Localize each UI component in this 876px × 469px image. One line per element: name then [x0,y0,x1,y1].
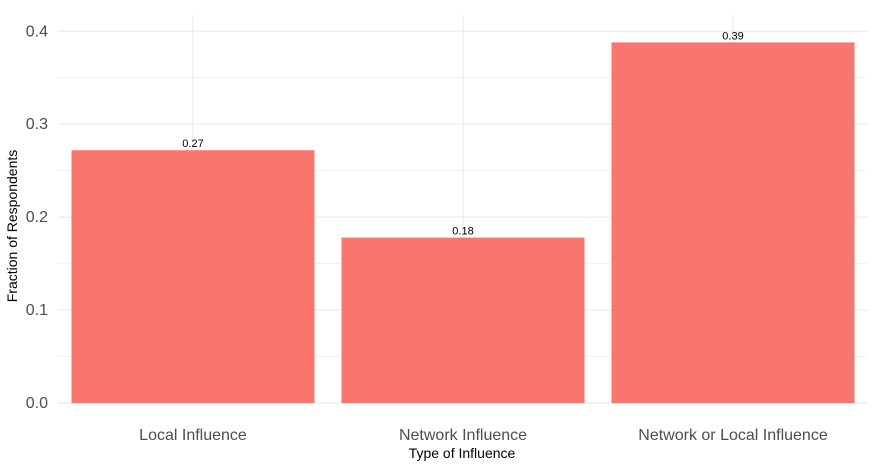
bar [341,237,585,403]
x-tick-label: Network or Local Influence [638,427,828,444]
x-axis-ticks: Local Influence Network Influence Network … [139,427,828,444]
bar [71,150,315,403]
y-tick-label: 0.4 [26,23,48,40]
y-axis-title: Fraction of Respondents [4,150,20,303]
y-tick-label: 0.0 [26,395,48,412]
y-tick-label: 0.3 [26,116,48,133]
bar [611,42,855,404]
data-labels: 0.27 0.18 0.39 [182,30,743,237]
x-tick-label: Network Influence [399,427,527,444]
x-tick-label: Local Influence [139,427,247,444]
bars [71,42,855,404]
y-axis-ticks: 0.0 0.1 0.2 0.3 0.4 [26,23,48,412]
x-axis-title: Type of Influence [409,445,516,461]
bar-value-label: 0.27 [182,138,203,150]
bar-value-label: 0.39 [722,30,743,42]
y-tick-label: 0.2 [26,209,48,226]
y-tick-label: 0.1 [26,302,48,319]
bar-value-label: 0.18 [452,226,473,238]
